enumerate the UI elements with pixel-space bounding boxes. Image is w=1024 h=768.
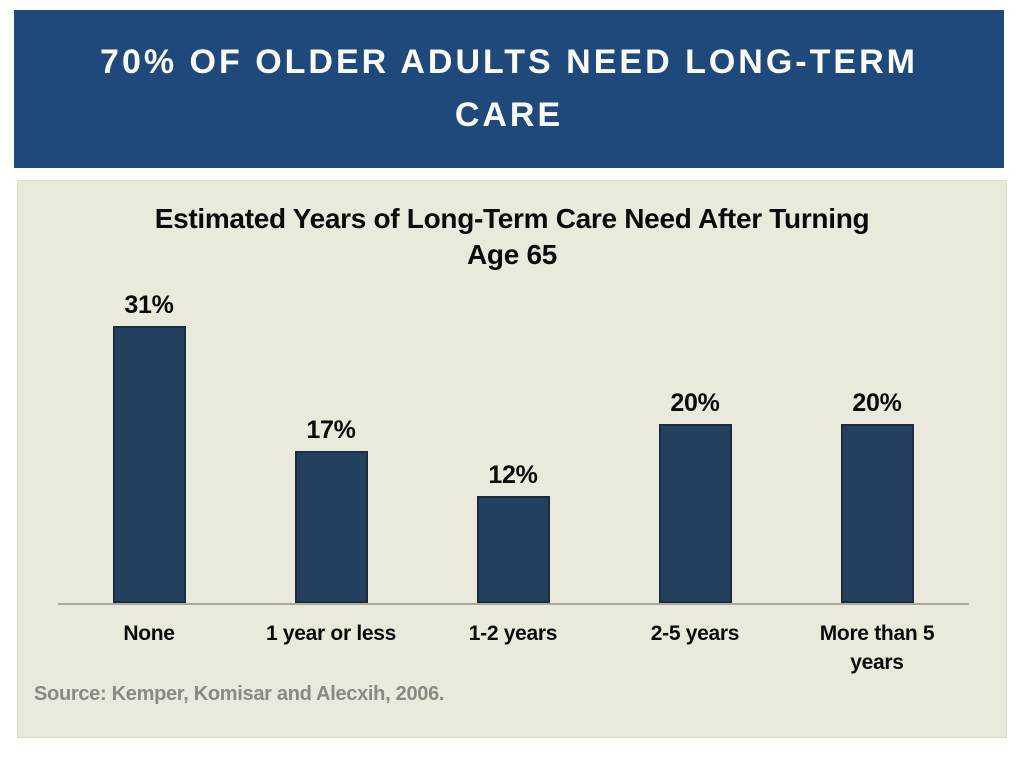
bar-chart: 31% 17% 12% 20% 20% <box>58 283 968 603</box>
category-label: 2-5 years <box>650 622 740 645</box>
bar-column-none: 31% <box>58 283 240 603</box>
category-label-cell: 1 year or less <box>240 619 422 678</box>
bar-1-2-years <box>476 496 550 603</box>
value-label: 17% <box>306 416 356 444</box>
chart-title-line-2: Age 65 <box>466 238 558 270</box>
bar-1-year-or-less <box>294 451 368 603</box>
category-label-cell: 1-2 years <box>422 619 604 678</box>
slide-title-line-2: CARE <box>454 96 564 134</box>
category-label-cell: 2-5 years <box>604 619 786 678</box>
chart-panel: Estimated Years of Long-Term Care Need A… <box>17 180 1007 738</box>
value-label: 31% <box>124 291 174 319</box>
source-citation: Source: Kemper, Komisar and Alecxih, 200… <box>34 683 445 705</box>
slide-title-banner: 70% OF OLDER ADULTS NEED LONG-TERM CARE <box>14 10 1004 168</box>
bar-column-more-than-5-years: 20% <box>786 283 968 603</box>
bar-2-5-years <box>658 424 732 603</box>
category-label: None <box>123 622 175 645</box>
category-label-cell: None <box>58 619 240 678</box>
value-label: 12% <box>488 461 538 489</box>
category-label-cell: More than 5 years <box>786 619 968 678</box>
bar-column-2-5-years: 20% <box>604 283 786 603</box>
slide-title: 70% OF OLDER ADULTS NEED LONG-TERM CARE <box>100 36 918 141</box>
bar-more-than-5-years <box>840 424 914 603</box>
slide-title-line-1: 70% OF OLDER ADULTS NEED LONG-TERM <box>100 43 918 82</box>
x-axis-line <box>58 603 969 605</box>
bar-none <box>112 326 186 603</box>
chart-title: Estimated Years of Long-Term Care Need A… <box>18 201 1006 273</box>
category-label: More than 5 years <box>819 622 935 675</box>
chart-title-line-1: Estimated Years of Long-Term Care Need A… <box>154 203 870 234</box>
bar-column-1-year-or-less: 17% <box>240 283 422 603</box>
category-label: 1 year or less <box>265 622 397 645</box>
category-label: 1-2 years <box>468 622 558 645</box>
x-axis-category-labels: None 1 year or less 1-2 years 2-5 years … <box>58 619 968 678</box>
value-label: 20% <box>670 389 720 417</box>
bar-column-1-2-years: 12% <box>422 283 604 603</box>
value-label: 20% <box>852 389 902 417</box>
